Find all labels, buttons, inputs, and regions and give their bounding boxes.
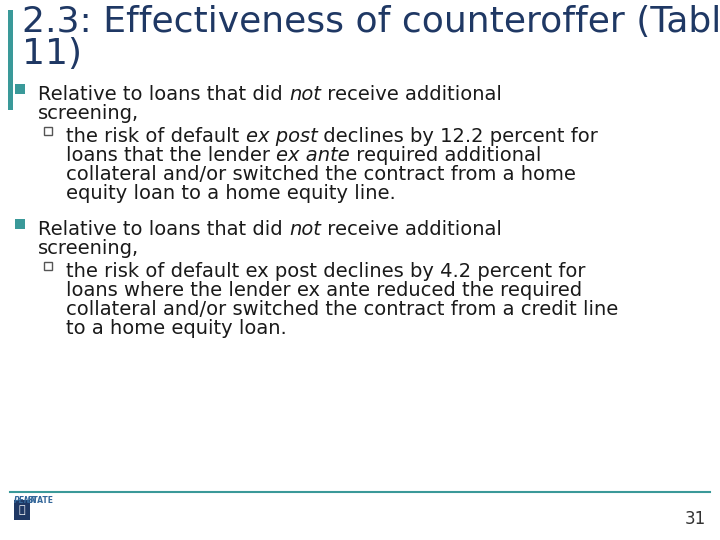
Text: not: not (289, 85, 320, 104)
Text: collateral and/or switched the contract from a home: collateral and/or switched the contract … (66, 165, 576, 184)
Bar (8, 10, 13, 110)
Text: required additional: required additional (350, 146, 541, 165)
Text: Relative to loans that did: Relative to loans that did (38, 220, 289, 239)
Text: collateral and/or switched the contract from a credit line: collateral and/or switched the contract … (66, 300, 618, 319)
Text: to a home equity loan.: to a home equity loan. (66, 319, 287, 338)
Text: 31: 31 (685, 510, 706, 528)
Text: loans where the lender ex ante reduced the required: loans where the lender ex ante reduced t… (66, 281, 582, 300)
Text: equity loan to a home equity line.: equity loan to a home equity line. (66, 184, 396, 203)
Text: not: not (289, 220, 320, 239)
Text: declines by 12.2 percent for: declines by 12.2 percent for (318, 127, 598, 146)
Text: STATE: STATE (28, 496, 54, 505)
Text: 🏛: 🏛 (19, 505, 25, 515)
Text: screening,: screening, (38, 239, 139, 258)
Bar (14, 500, 30, 520)
Text: 11): 11) (22, 37, 82, 71)
Text: the risk of default: the risk of default (66, 127, 246, 146)
Text: ex post: ex post (246, 127, 318, 146)
Text: loans that the lender: loans that the lender (66, 146, 276, 165)
Text: receive additional: receive additional (320, 85, 502, 104)
Text: ex ante: ex ante (276, 146, 350, 165)
Text: Relative to loans that did: Relative to loans that did (38, 85, 289, 104)
Text: 2.3: Effectiveness of counteroffer (Table: 2.3: Effectiveness of counteroffer (Tabl… (22, 5, 720, 39)
Text: receive additional: receive additional (320, 220, 502, 239)
Text: the risk of default ex post declines by 4.2 percent for: the risk of default ex post declines by … (66, 262, 585, 281)
Text: screening,: screening, (38, 104, 139, 123)
Text: PENN: PENN (14, 496, 37, 505)
